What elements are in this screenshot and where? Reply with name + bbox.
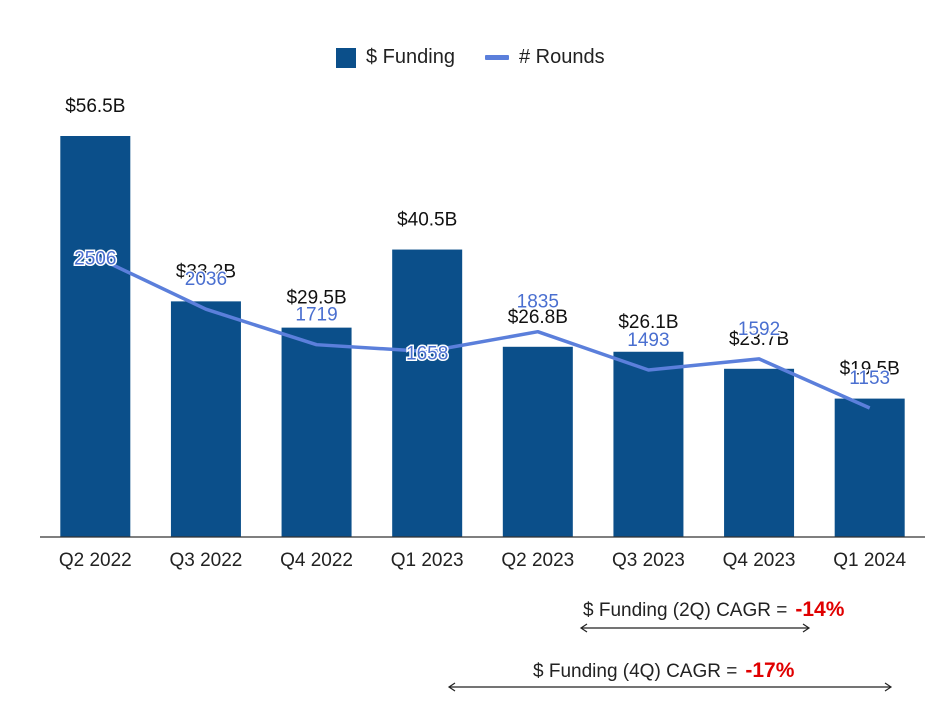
bar-funding: [392, 249, 463, 537]
x-tick-label: Q4 2023: [723, 550, 796, 571]
legend-swatch-funding: [336, 47, 356, 68]
x-tick-label: Q1 2023: [391, 550, 464, 571]
rounds-data-label: 1835: [517, 292, 559, 313]
rounds-data-label: 1592: [738, 319, 780, 340]
cagr-2q-value: -14%: [795, 598, 845, 621]
bar-funding: [834, 398, 905, 537]
cagr-4q-annotation: $ Funding (4Q) CAGR = -17%: [533, 659, 794, 683]
funding-data-label: $33.2B: [176, 261, 236, 282]
rounds-data-label: 1153: [849, 368, 890, 389]
funding-data-label: $29.5B: [286, 288, 346, 309]
legend-item-rounds[interactable]: # Rounds: [484, 46, 605, 69]
rounds-data-label: 1658: [406, 344, 448, 365]
rounds-data-label: 2506: [74, 249, 116, 270]
legend-label-rounds: # Rounds: [518, 46, 605, 68]
funding-data-label: $26.8B: [508, 307, 568, 328]
rounds-data-label: 2036: [185, 269, 227, 290]
rounds-data-label: 1719: [295, 305, 337, 326]
legend-swatch-rounds: [484, 55, 509, 60]
cagr-2q-annotation: $ Funding (2Q) CAGR = -14%: [583, 598, 844, 622]
x-tick-label: Q3 2022: [169, 550, 242, 571]
funding-data-label: $23.7B: [729, 329, 789, 350]
legend-item-funding[interactable]: $ Funding: [336, 46, 455, 69]
x-tick-label: Q4 2022: [280, 550, 353, 571]
x-tick-label: Q2 2023: [501, 550, 574, 571]
cagr-4q-value: -17%: [745, 659, 795, 682]
cagr-2q-label: $ Funding (2Q) CAGR =: [583, 600, 788, 621]
bar-funding: [613, 351, 684, 537]
funding-data-label: $56.5B: [65, 96, 125, 117]
cagr-2q-arrow: [579, 623, 811, 633]
x-tick-label: Q2 2022: [59, 550, 132, 571]
funding-data-label: $19.5B: [840, 359, 900, 380]
bar-funding: [281, 327, 352, 537]
bar-funding: [170, 301, 241, 537]
legend-label-funding: $ Funding: [366, 46, 455, 68]
rounds-line: [94, 255, 871, 410]
x-tick-label: Q3 2023: [612, 550, 685, 571]
funding-data-label: $40.5B: [397, 210, 457, 231]
x-tick-label: Q1 2024: [833, 550, 906, 571]
rounds-data-label: 1493: [627, 330, 669, 351]
legend: $ Funding # Rounds: [336, 46, 605, 69]
cagr-4q-arrow: [447, 682, 893, 692]
cagr-4q-label: $ Funding (4Q) CAGR =: [533, 661, 738, 682]
funding-data-label: $26.1B: [618, 312, 678, 333]
bar-funding: [60, 136, 131, 537]
bar-funding: [724, 368, 795, 537]
bar-funding: [502, 346, 573, 537]
